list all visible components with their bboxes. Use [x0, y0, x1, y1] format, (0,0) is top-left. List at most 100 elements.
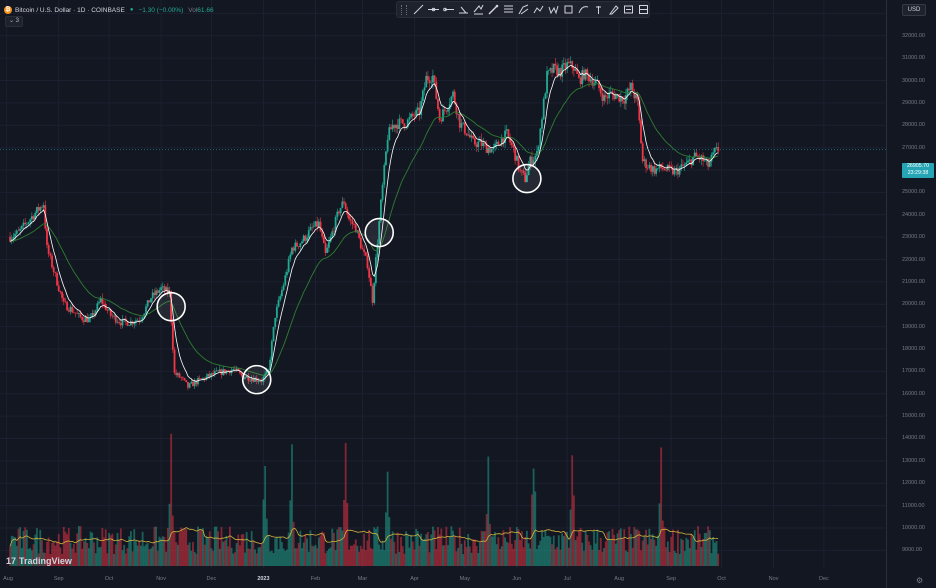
- volume-bar: [34, 534, 37, 566]
- candle: [463, 122, 466, 134]
- candle: [20, 225, 23, 229]
- candle: [301, 241, 303, 244]
- currency-selector[interactable]: USD: [902, 4, 926, 16]
- volume-bar: [380, 549, 382, 566]
- volume-bar: [29, 547, 32, 566]
- gear-icon[interactable]: ⚙: [916, 576, 924, 585]
- volume-bar: [326, 550, 329, 566]
- volume-bar: [39, 529, 42, 566]
- candle: [150, 298, 152, 303]
- drag-handle-icon[interactable]: [401, 4, 407, 15]
- volume-bar: [700, 546, 703, 566]
- measure-icon[interactable]: [637, 3, 649, 16]
- trend-line-icon[interactable]: [412, 3, 424, 16]
- text-note-icon[interactable]: [622, 3, 634, 16]
- volume-bar: [76, 533, 79, 566]
- parallel-channel-icon[interactable]: [472, 3, 484, 16]
- candle: [484, 142, 486, 144]
- candle: [385, 151, 387, 165]
- volume-bar: [433, 530, 436, 566]
- volume-bar: [52, 542, 55, 566]
- candle: [455, 103, 458, 115]
- candle: [217, 370, 220, 372]
- horizontal-ray-icon[interactable]: [442, 3, 454, 16]
- tradingview-logo[interactable]: 17 TradingView: [6, 556, 72, 566]
- volume-bar: [599, 537, 602, 566]
- candle: [556, 65, 559, 76]
- elliott-wave-icon[interactable]: [547, 3, 559, 16]
- candle: [175, 372, 178, 376]
- curve-icon[interactable]: [577, 3, 589, 16]
- candle: [247, 376, 250, 381]
- volume-bar: [86, 542, 89, 566]
- volume-bar: [552, 535, 555, 566]
- volume-bar: [385, 512, 387, 566]
- volume-bar: [109, 535, 112, 566]
- candle: [145, 306, 147, 314]
- symbol-title[interactable]: Bitcoin / U.S. Dollar · 1D · COINBASE: [15, 6, 125, 14]
- volume-bar: [284, 550, 287, 566]
- candle: [683, 164, 686, 166]
- volume-bar: [252, 541, 255, 566]
- fib-retracement-icon[interactable]: [502, 3, 514, 16]
- candle: [702, 155, 704, 162]
- arrow-icon[interactable]: [487, 3, 499, 16]
- volume-bar: [398, 551, 401, 566]
- anchor-icon[interactable]: [592, 3, 604, 16]
- volume-bar: [368, 529, 371, 566]
- candle: [96, 303, 99, 311]
- candle: [51, 255, 53, 268]
- volume-bar: [77, 526, 80, 566]
- path-icon[interactable]: [532, 3, 544, 16]
- candle: [52, 267, 55, 273]
- candle: [453, 91, 456, 104]
- volume-bar: [41, 540, 43, 566]
- volume-bar: [391, 531, 394, 566]
- volume-bar: [215, 526, 218, 566]
- candle: [536, 150, 538, 156]
- candle: [390, 127, 392, 130]
- candle: [529, 156, 532, 167]
- volume-bar: [358, 551, 360, 566]
- price-tick-label: 25000.00: [902, 189, 925, 196]
- candle: [640, 120, 642, 144]
- volume-bar: [705, 532, 708, 566]
- price-change: −1.30 (−0.00%): [138, 6, 184, 14]
- candle: [47, 245, 50, 254]
- volume-bar: [616, 533, 619, 566]
- candle: [29, 219, 32, 223]
- volume-bar: [113, 553, 116, 566]
- volume-bar: [244, 552, 246, 566]
- volume-bar: [108, 533, 110, 566]
- last-price-tag: 26905.70 23:29:38: [902, 163, 934, 178]
- volume-bar: [317, 537, 320, 566]
- candle: [395, 124, 397, 128]
- candle: [369, 277, 372, 287]
- candle: [368, 268, 371, 278]
- candle: [601, 93, 604, 101]
- volume-bar: [307, 551, 310, 566]
- volume-bar: [299, 530, 302, 566]
- volume-bar: [472, 539, 475, 566]
- pitchfork-icon[interactable]: [517, 3, 529, 16]
- horizontal-line-icon[interactable]: [427, 3, 439, 16]
- symbol-header[interactable]: ₿ Bitcoin / U.S. Dollar · 1D · COINBASE …: [4, 3, 214, 17]
- candle: [218, 369, 221, 372]
- brush-icon[interactable]: [607, 3, 619, 16]
- candle: [643, 159, 646, 162]
- price-axis[interactable]: [886, 0, 936, 588]
- volume-bar: [504, 537, 506, 566]
- rectangle-icon[interactable]: [562, 3, 574, 16]
- volume-bar: [593, 531, 595, 566]
- volume-bar: [576, 536, 579, 566]
- price-tick-label: 29000.00: [902, 99, 925, 106]
- indicators-toggle-button[interactable]: ⌄ 3: [5, 16, 23, 27]
- volume-bar: [344, 443, 347, 566]
- candle: [326, 247, 329, 253]
- volume-bar: [193, 551, 196, 566]
- candle: [94, 310, 97, 316]
- candle: [452, 91, 454, 97]
- info-line-icon[interactable]: [457, 3, 469, 16]
- candle: [472, 135, 475, 139]
